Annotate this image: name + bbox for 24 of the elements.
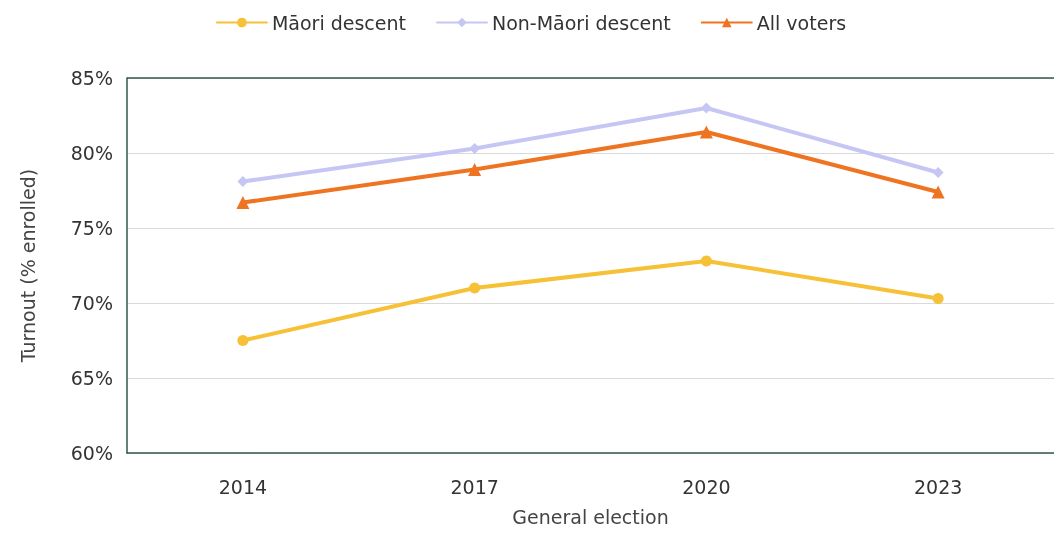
y-tick-label: 60% (70, 442, 113, 464)
y-tick-label: 85% (70, 67, 113, 89)
y-tick-label: 65% (70, 367, 113, 389)
y-axis-title: Turnout (% enrolled) (16, 168, 39, 364)
x-tick-label: 2014 (218, 475, 268, 498)
y-tick-label: 75% (70, 217, 113, 239)
x-axis-title: General election (512, 505, 669, 528)
point (932, 167, 944, 178)
point (237, 335, 249, 346)
y-tick-label: 80% (70, 142, 113, 164)
point (931, 185, 945, 199)
point (700, 255, 712, 267)
point (468, 163, 482, 176)
legend-label: Non-Māori descent (491, 11, 671, 34)
y-tick-label: 70% (70, 292, 113, 314)
point (469, 282, 481, 294)
point (699, 125, 713, 139)
point (236, 196, 250, 209)
point (932, 293, 944, 304)
legend-label: All voters (756, 11, 847, 34)
x-tick-label: 2023 (913, 475, 963, 498)
x-tick-label: 2020 (682, 475, 731, 498)
x-tick-label: 2017 (450, 475, 499, 498)
legend-label: Māori descent (271, 11, 406, 34)
